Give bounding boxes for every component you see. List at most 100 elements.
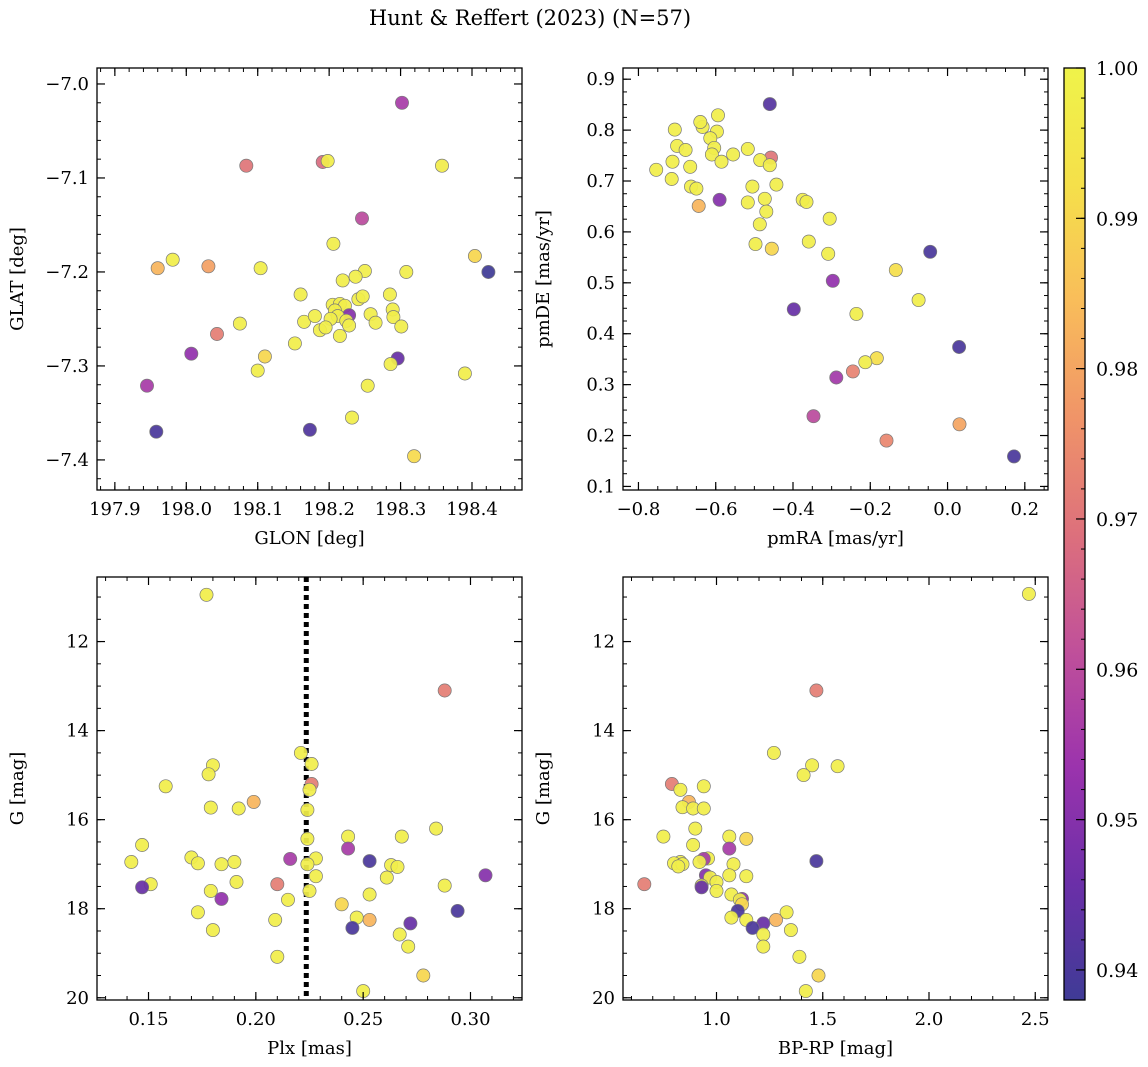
data-point [692,855,707,869]
x-tick-label: 1.0 [702,1009,731,1030]
data-point [722,829,737,844]
data-point [300,831,315,846]
colorbar: 0.94 0.95 0.96 0.97 0.98 0.99 1.00 [1063,58,1138,1001]
y-tick-label: 18 [592,899,615,920]
data-point [383,357,398,372]
data-point [952,340,967,354]
data-point [201,767,216,782]
data-point [686,838,701,852]
y-tick-label: 0.1 [586,476,615,497]
data-point [1007,449,1021,464]
data-point [911,293,926,308]
data-point [281,892,295,907]
data-point [270,949,285,964]
data-point [203,800,218,815]
data-point [759,204,774,219]
data-point [429,821,444,836]
data-point [190,856,205,871]
data-point [341,841,356,856]
data-point [395,95,409,110]
scatter-points [124,587,493,999]
data-point [355,289,370,304]
data-point [165,252,180,267]
data-point [332,328,347,343]
data-point [649,162,664,177]
data-point [748,237,763,252]
data-point [214,891,229,906]
panel-glon_glat: 197.9 198.0 198.1 198.2 198.3 198.4 −7.4 −7.3 −7… [7,67,523,549]
data-point [714,154,729,169]
data-point [283,851,298,866]
data-point [769,912,783,927]
data-point [403,916,418,931]
data-point [210,327,224,341]
colorbar-frame [1063,67,1086,1001]
data-point [304,757,319,771]
data-point [318,320,333,335]
data-point [199,587,214,602]
x-tick-label: 2.5 [1021,1009,1050,1030]
data-point [437,683,452,698]
x-tick-label: 0.25 [343,1009,383,1030]
data-point [300,802,315,817]
data-point [830,759,845,774]
data-point [696,779,711,794]
data-point [711,108,725,123]
x-axis-label: Plx [mas] [267,1038,352,1059]
colorbar-tick-label: 0.99 [1096,208,1138,230]
data-point [214,857,229,872]
colorbar-tick-label: 0.97 [1096,509,1138,531]
data-point [740,141,755,156]
y-tick-label: 20 [592,988,615,1009]
data-point [693,115,708,129]
y-axis-label: GLAT [deg] [7,227,28,331]
x-axis-label: BP-RP [mag] [778,1038,893,1059]
scatter-points [649,97,1021,464]
data-point [342,318,357,333]
colorbar-tick-label: 0.96 [1096,659,1138,681]
data-point [287,336,302,351]
data-point [437,878,452,893]
data-point [239,158,254,173]
data-point [320,154,335,168]
data-point [362,912,377,927]
data-point [821,246,836,261]
data-point [392,927,407,942]
x-tick-label: 197.9 [89,499,141,520]
data-point [764,241,779,256]
y-tick-label: 18 [66,899,89,920]
data-point [253,261,268,276]
axes-frame [622,67,1049,491]
data-point [849,306,864,321]
data-point [696,801,711,816]
data-point [757,191,772,206]
data-point [149,424,164,439]
data-point [190,905,205,920]
data-point [227,855,242,869]
data-point [722,868,737,883]
panel-plx_g: 0.15 0.20 0.25 0.30 12 14 16 18 20 Plx [mas] G [ma… [7,576,523,1059]
y-tick-label: 0.7 [586,171,615,192]
data-point [689,181,704,196]
data-point [673,782,688,797]
data-point [667,122,682,137]
data-point [293,745,308,760]
y-tick-label: 0.9 [586,69,615,90]
x-tick-label: 0.20 [236,1009,276,1030]
data-point [762,158,777,173]
data-point [664,172,679,186]
data-point [399,265,414,279]
data-point [135,838,150,852]
data-point [756,927,771,942]
data-point [825,273,840,288]
data-point [268,912,283,927]
colorbar-tick-label: 0.95 [1096,810,1138,832]
axes-frame [622,576,1049,1001]
data-point [335,273,350,288]
data-point [457,366,472,381]
data-point [756,939,771,954]
data-point [297,314,312,329]
data-point [201,259,216,274]
data-point [845,364,860,379]
data-point [348,269,363,284]
